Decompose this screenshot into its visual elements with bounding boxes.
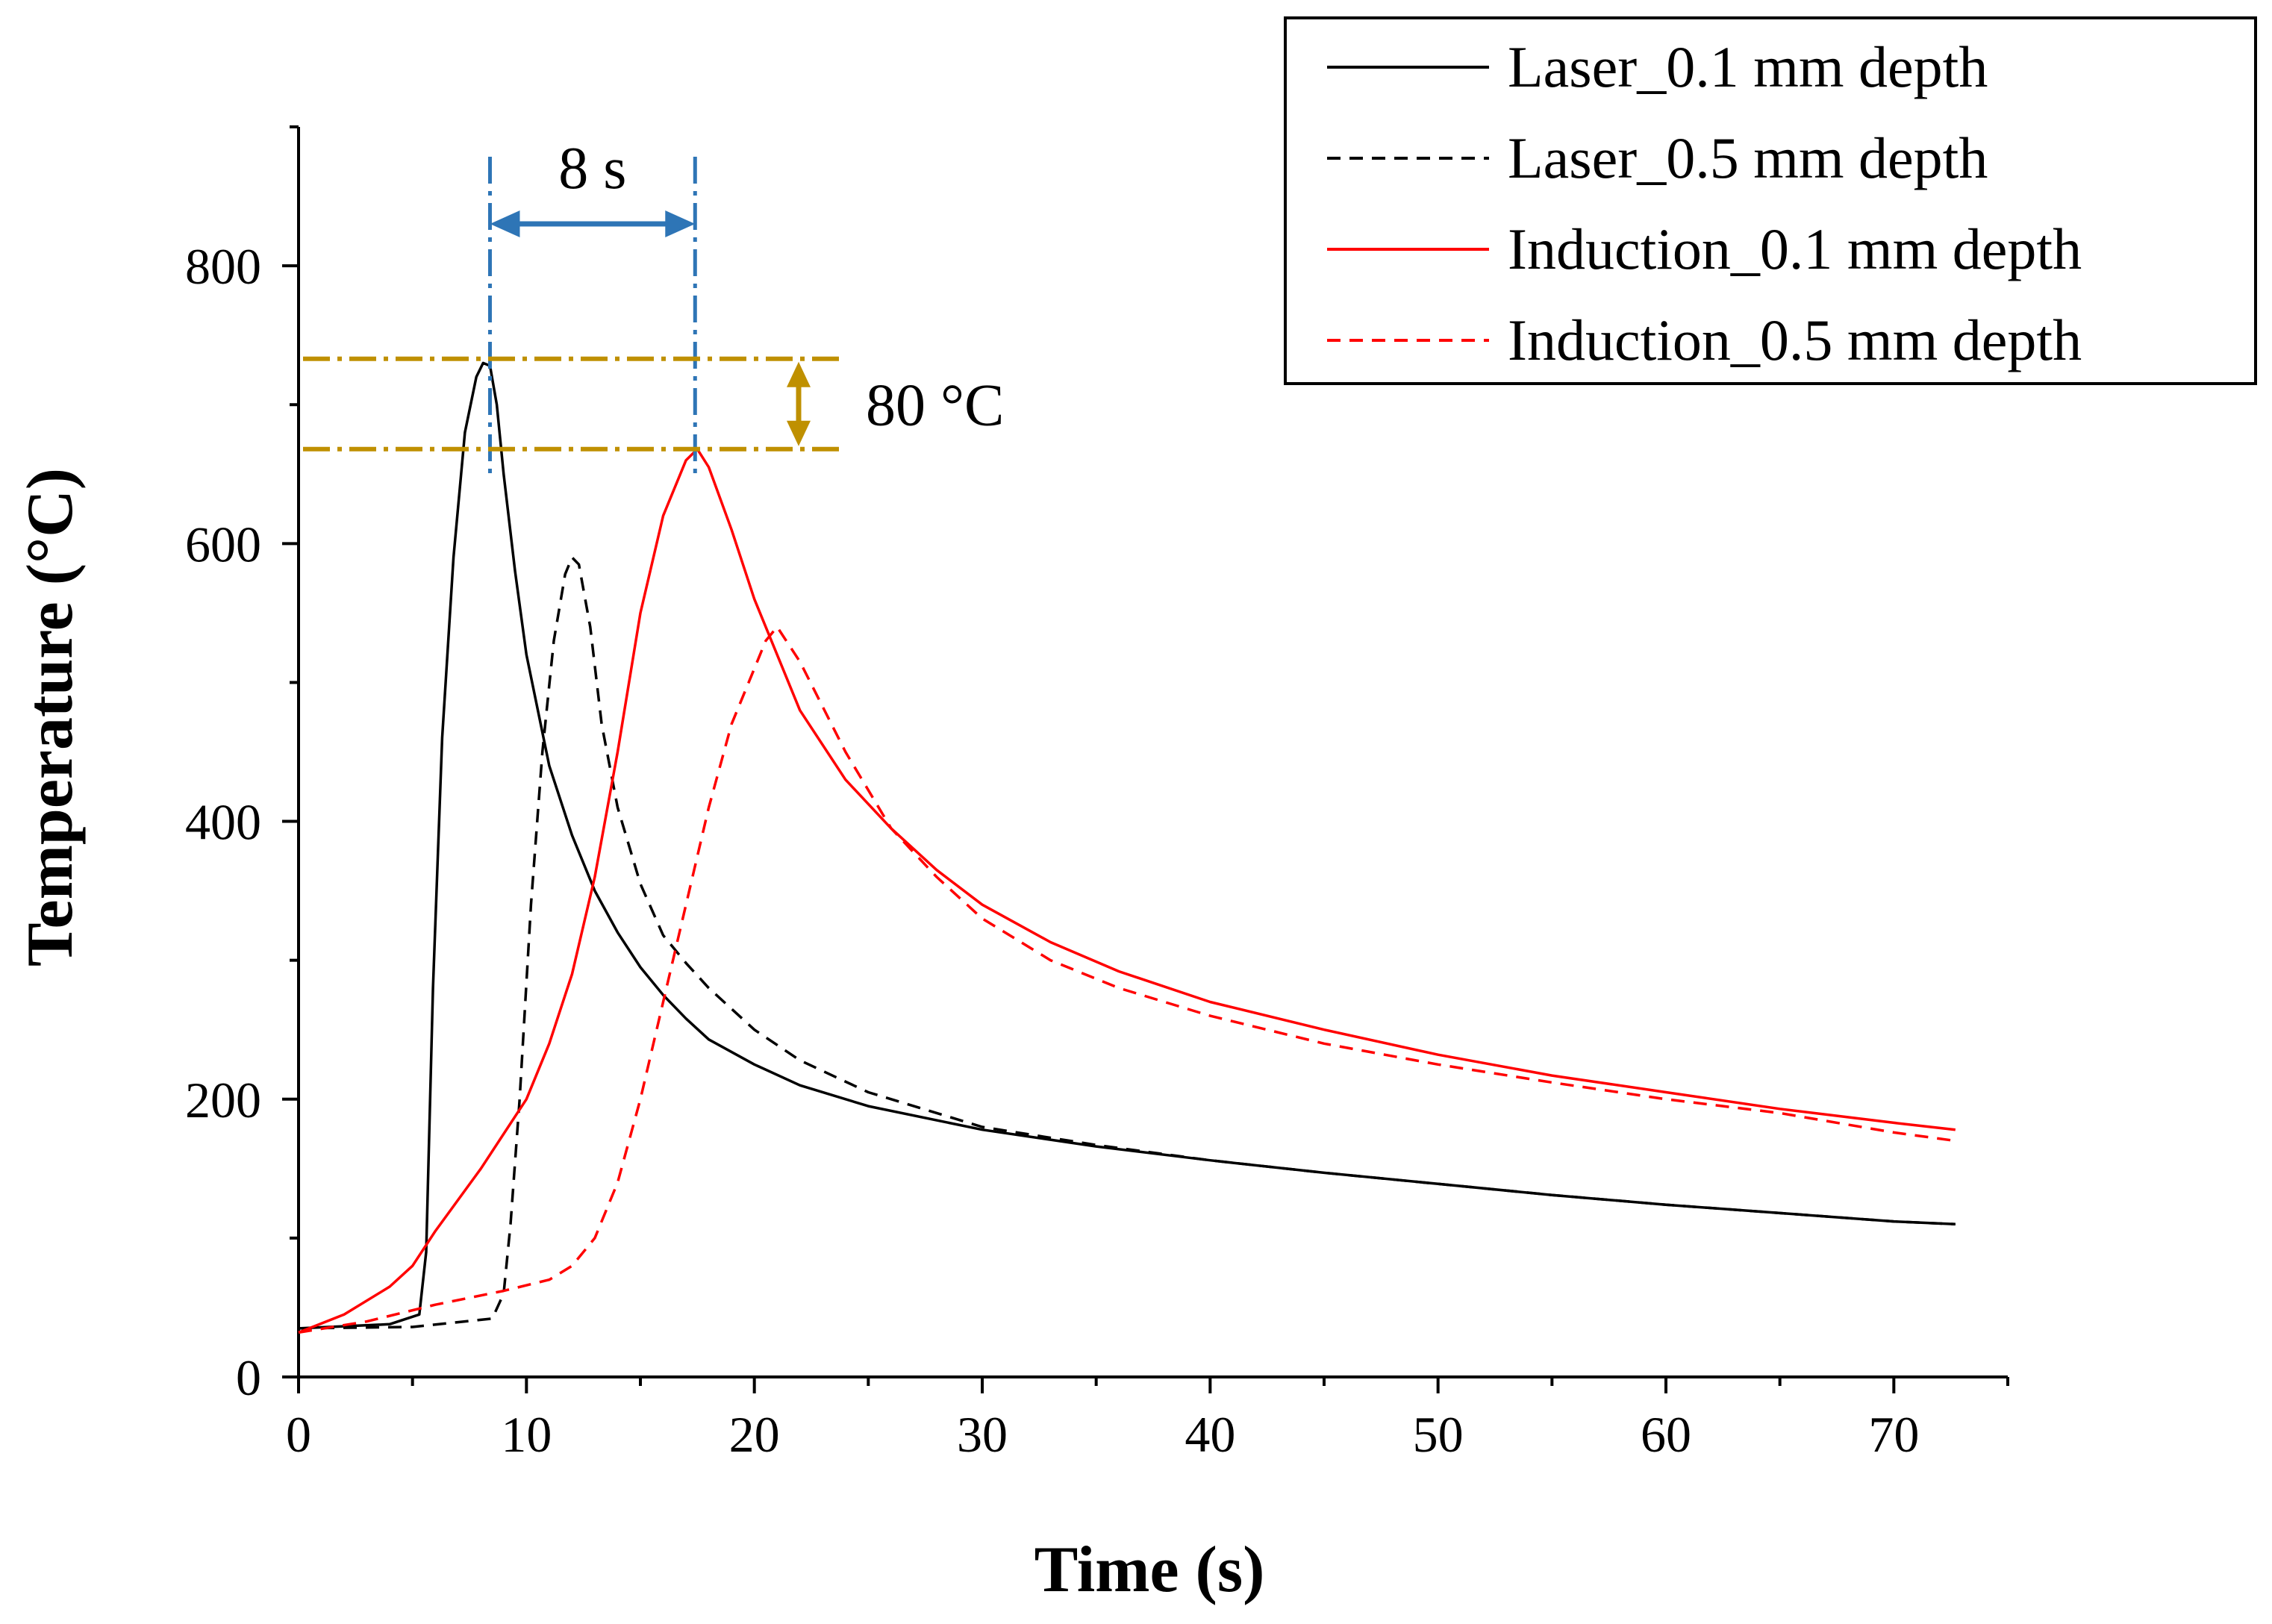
x-tick-label: 0 xyxy=(286,1406,311,1463)
legend-item: Laser_0.5 mm depth xyxy=(1327,125,1988,190)
arrowhead-left xyxy=(490,210,520,237)
legend-label: Laser_0.5 mm depth xyxy=(1508,125,1988,190)
series-line-4 xyxy=(298,625,1956,1334)
legend-item: Laser_0.1 mm depth xyxy=(1327,34,1988,99)
time-difference-label: 8 s xyxy=(558,136,626,202)
annotations: 8 s 80 °C xyxy=(303,136,1004,475)
x-tick-label: 60 xyxy=(1641,1406,1691,1463)
x-tick-label: 50 xyxy=(1413,1406,1464,1463)
legend-box xyxy=(1284,16,2257,385)
legend: Laser_0.1 mm depth Laser_0.5 mm depth In… xyxy=(1284,16,2257,385)
series-line-1 xyxy=(298,361,1956,1330)
legend-label: Induction_0.1 mm depth xyxy=(1508,216,2082,281)
legend-item: Induction_0.1 mm depth xyxy=(1327,216,2082,281)
axes xyxy=(297,127,2008,1378)
legend-label: Laser_0.1 mm depth xyxy=(1508,34,1988,99)
x-tick-label: 30 xyxy=(957,1406,1008,1463)
x-tick-label: 70 xyxy=(1868,1406,1919,1463)
arrowhead-up xyxy=(787,361,811,387)
plot-area xyxy=(298,361,1956,1334)
y-tick-label: 800 xyxy=(185,238,261,295)
x-axis-title: Time (s) xyxy=(1034,1534,1265,1606)
axis-ticks: 0 10 20 30 40 50 60 70 0 200 400 600 800 xyxy=(185,125,2009,1463)
x-tick-label: 10 xyxy=(501,1406,552,1463)
y-tick-label: 200 xyxy=(185,1072,261,1128)
y-axis-title: Temperature (°C) xyxy=(14,468,87,966)
series-line-3 xyxy=(298,448,1956,1334)
y-tick-label: 0 xyxy=(236,1349,261,1406)
x-tick-label: 20 xyxy=(729,1406,780,1463)
series-line-2 xyxy=(298,556,1956,1330)
temperature-difference-label: 80 °C xyxy=(866,372,1004,438)
legend-item: Induction_0.5 mm depth xyxy=(1327,307,2082,372)
legend-label: Induction_0.5 mm depth xyxy=(1508,307,2082,372)
x-tick-label: 40 xyxy=(1185,1406,1235,1463)
y-tick-label: 400 xyxy=(185,794,261,851)
y-tick-label: 600 xyxy=(185,516,261,572)
arrowhead-down xyxy=(787,420,811,446)
arrowhead-right xyxy=(665,210,696,237)
